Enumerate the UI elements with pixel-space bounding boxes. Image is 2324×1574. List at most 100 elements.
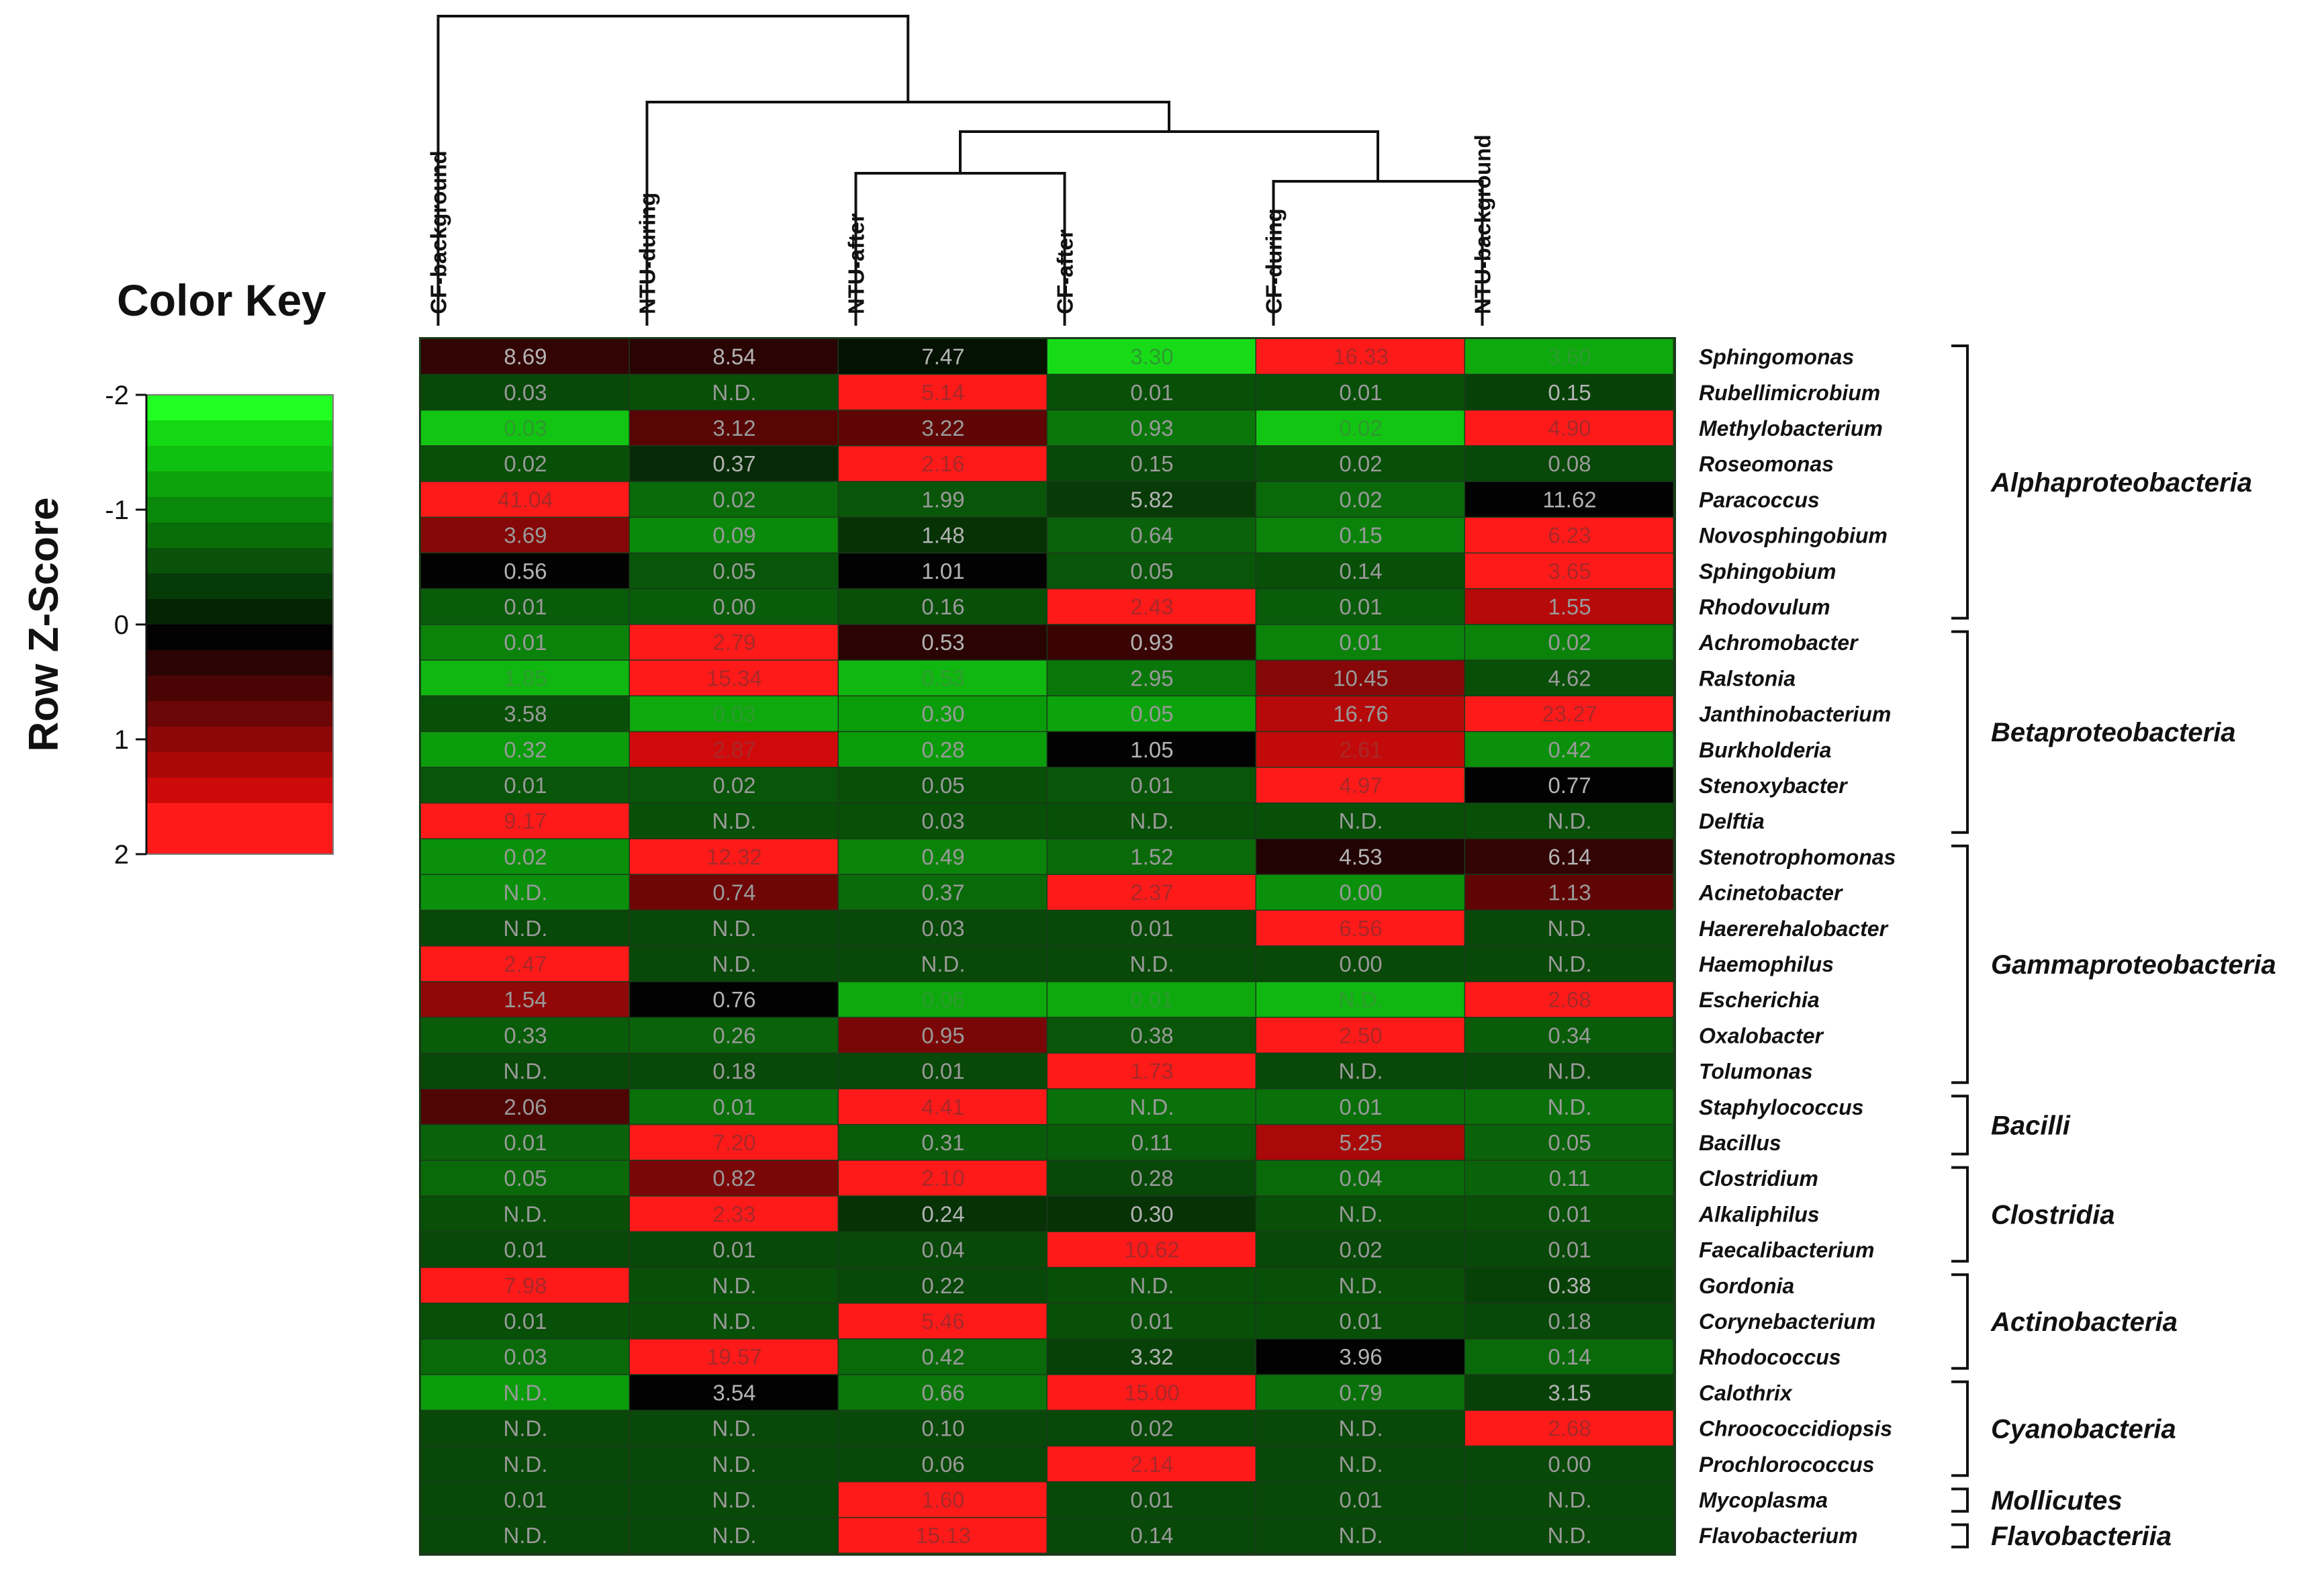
cell-value-label: 0.02 xyxy=(504,844,547,869)
heatmap-cell xyxy=(1048,1482,1256,1518)
row-label: Calothrix xyxy=(1699,1381,1793,1405)
heatmap-cell xyxy=(1465,553,1673,588)
row-labels: Sphingomonas Rubellimicrobium Methylobacte… xyxy=(1698,345,1896,1548)
heatmap-cell xyxy=(1256,410,1465,446)
color-key-tick-label: -2 xyxy=(105,381,129,410)
row-label: Stenotrophomonas xyxy=(1699,845,1896,869)
heatmap-cell xyxy=(1048,624,1256,660)
heatmap-cell xyxy=(1048,518,1256,553)
heatmap-cell xyxy=(1048,911,1256,945)
cell-value-label: 1.85 xyxy=(504,665,547,690)
heatmap-cell xyxy=(1256,768,1465,803)
cell-value-label: 0.01 xyxy=(1548,1238,1591,1262)
cell-value-label: 0.18 xyxy=(712,1059,755,1084)
heatmap-cell xyxy=(1048,696,1256,731)
row-label: Mycoplasma xyxy=(1699,1488,1828,1512)
heatmap-cell xyxy=(839,1089,1047,1124)
cell-value-label: N.D. xyxy=(1339,1201,1383,1226)
cell-value-label: 0.14 xyxy=(1548,1344,1591,1369)
heatmap-cell xyxy=(1256,1411,1465,1446)
row-label: Acinetobacter xyxy=(1698,881,1843,905)
heatmap-cell xyxy=(1465,1518,1673,1553)
cell-value-label: 0.56 xyxy=(504,559,547,584)
heatmap-cell xyxy=(630,1303,838,1339)
cell-value-label: N.D. xyxy=(712,808,757,833)
cell-value-label: 0.01 xyxy=(712,1238,755,1262)
cell-value-label: 2.33 xyxy=(712,1201,755,1226)
heatmap-cell xyxy=(839,1411,1047,1446)
cell-value-label: N.D. xyxy=(1548,808,1592,833)
heatmap-cell xyxy=(421,1339,629,1375)
cell-value-label: 0.30 xyxy=(1130,1201,1173,1226)
heatmap-cell xyxy=(1465,660,1673,696)
heatmap-cell xyxy=(421,1196,629,1232)
row-label: Rubellimicrobium xyxy=(1699,381,1880,405)
cell-value-label: N.D. xyxy=(1548,1059,1592,1084)
cell-value-label: 0.00 xyxy=(712,594,755,619)
cell-value-label: 0.11 xyxy=(1549,1166,1591,1191)
heatmap-cell xyxy=(630,1518,838,1553)
cell-value-label: 0.01 xyxy=(1548,1201,1591,1226)
cell-value-label: N.D. xyxy=(504,1059,548,1084)
heatmap-cell xyxy=(630,410,838,446)
class-brackets: Alphaproteobacteria Betaproteobacteria Gam… xyxy=(1951,344,2276,1551)
row-label: Janthinobacterium xyxy=(1699,702,1891,727)
heatmap-cell xyxy=(630,1054,838,1089)
cell-value-label: N.D. xyxy=(712,916,757,941)
heatmap-cell xyxy=(1465,1268,1673,1303)
cell-value-label: 16.76 xyxy=(1333,702,1389,727)
heatmap-cell xyxy=(630,375,838,410)
dendrogram-link xyxy=(436,15,910,326)
cell-value-label: N.D. xyxy=(504,1523,548,1548)
heatmap-cell xyxy=(1465,1232,1673,1267)
class-label: Flavobacteriia xyxy=(1991,1522,2172,1551)
heatmap-cell xyxy=(630,1375,838,1410)
cell-value-label: 0.01 xyxy=(504,594,547,619)
cell-value-label: N.D. xyxy=(1548,916,1592,941)
heatmap-cell xyxy=(839,803,1047,839)
heatmap-cell xyxy=(839,1232,1047,1267)
heatmap-cell xyxy=(839,410,1047,446)
heatmap-cell xyxy=(839,911,1047,945)
cell-value-label: 5.14 xyxy=(921,380,964,405)
heatmap-cell xyxy=(421,1268,629,1303)
cell-value-label: 16.33 xyxy=(1333,344,1389,369)
cell-value-label: 3.12 xyxy=(712,416,755,441)
heatmap-cell xyxy=(839,768,1047,803)
cell-value-label: 3.32 xyxy=(1130,1344,1173,1369)
heatmap-cell xyxy=(421,481,629,517)
color-key-tick-label: 2 xyxy=(114,840,129,870)
cell-value-label: 0.05 xyxy=(1130,702,1173,727)
heatmap-cell xyxy=(1465,696,1673,731)
cell-value-label: 3.58 xyxy=(504,702,547,727)
heatmap-cell xyxy=(1256,1268,1465,1303)
class-label: Cyanobacteria xyxy=(1991,1415,2176,1444)
heatmap-cell xyxy=(1465,1196,1673,1232)
heatmap-cell xyxy=(1048,1303,1256,1339)
color-key-tick-label: 0 xyxy=(114,610,129,640)
cell-value-label: 2.16 xyxy=(921,451,964,476)
cell-value-label: 0.66 xyxy=(921,1380,964,1405)
heatmap-cell xyxy=(839,1303,1047,1339)
cell-value-label: 3.69 xyxy=(504,523,547,548)
heatmap-cell xyxy=(1465,1482,1673,1518)
heatmap-cell xyxy=(630,839,838,874)
row-label: Sphingobium xyxy=(1699,559,1836,584)
heatmap-cell xyxy=(1048,1446,1256,1481)
cell-value-label: 1.01 xyxy=(921,559,964,584)
cell-value-label: 0.37 xyxy=(921,880,964,905)
heatmap-cell xyxy=(630,553,838,588)
color-key-swatch xyxy=(146,778,333,804)
heatmap-cell xyxy=(1465,839,1673,874)
cell-value-label: 0.00 xyxy=(1548,1452,1591,1477)
class-label: Clostridia xyxy=(1991,1200,2114,1230)
cell-value-label: N.D. xyxy=(712,1273,757,1298)
heatmap-cell xyxy=(421,410,629,446)
heatmap-cell xyxy=(421,946,629,982)
cell-value-label: 3.22 xyxy=(921,416,964,441)
heatmap-cell xyxy=(421,1482,629,1518)
cell-value-label: 4.62 xyxy=(1548,665,1591,690)
row-label: Tolumonas xyxy=(1699,1060,1812,1084)
cell-value-label: N.D. xyxy=(504,1416,548,1441)
cell-value-label: N.D. xyxy=(1548,1523,1592,1548)
